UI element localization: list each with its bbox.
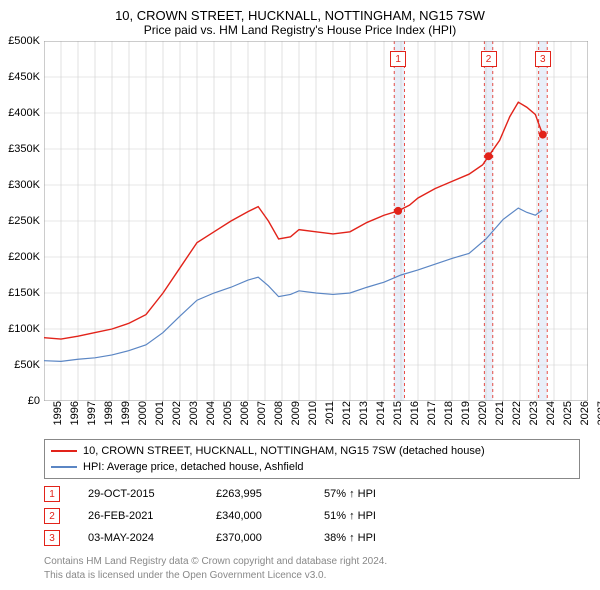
legend-swatch (51, 450, 77, 452)
x-tick-label: 2018 (439, 401, 455, 425)
sale-marker-2: 2 (481, 51, 497, 67)
sale-row: 2 26-FEB-2021 £340,000 51% ↑ HPI (44, 505, 580, 527)
chart-plot-area: £0£50K£100K£150K£200K£250K£300K£350K£400… (44, 41, 588, 401)
x-tick-label: 1996 (65, 401, 81, 425)
sale-delta: 57% ↑ HPI (324, 488, 376, 500)
sale-price: £263,995 (216, 488, 296, 500)
x-tick-label: 2027 (592, 401, 600, 425)
title-line-2: Price paid vs. HM Land Registry's House … (0, 23, 600, 41)
sale-marker-3: 3 (535, 51, 551, 67)
x-tick-label: 2015 (388, 401, 404, 425)
sale-row: 3 03-MAY-2024 £370,000 38% ↑ HPI (44, 527, 580, 549)
y-tick-label: £200K (8, 251, 44, 263)
title-line-1: 10, CROWN STREET, HUCKNALL, NOTTINGHAM, … (0, 0, 600, 23)
legend-label: HPI: Average price, detached house, Ashf… (83, 459, 304, 475)
x-tick-label: 2021 (490, 401, 506, 425)
x-tick-label: 2000 (133, 401, 149, 425)
legend: 10, CROWN STREET, HUCKNALL, NOTTINGHAM, … (44, 439, 580, 479)
x-tick-label: 1999 (116, 401, 132, 425)
chart-container: 10, CROWN STREET, HUCKNALL, NOTTINGHAM, … (0, 0, 600, 590)
sale-row: 1 29-OCT-2015 £263,995 57% ↑ HPI (44, 483, 580, 505)
y-tick-label: £300K (8, 179, 44, 191)
x-tick-label: 2012 (337, 401, 353, 425)
sale-number-box: 1 (44, 486, 60, 502)
y-tick-label: £350K (8, 143, 44, 155)
x-tick-label: 2009 (286, 401, 302, 425)
y-tick-label: £450K (8, 71, 44, 83)
credit-line-2: This data is licensed under the Open Gov… (44, 569, 580, 583)
chart-svg (44, 41, 588, 401)
sale-date: 03-MAY-2024 (88, 532, 188, 544)
y-tick-label: £150K (8, 287, 44, 299)
x-tick-label: 2017 (422, 401, 438, 425)
legend-row: HPI: Average price, detached house, Ashf… (51, 459, 573, 475)
x-tick-label: 2024 (541, 401, 557, 425)
x-tick-label: 2002 (167, 401, 183, 425)
y-tick-label: £500K (8, 35, 44, 47)
x-tick-label: 2005 (218, 401, 234, 425)
x-tick-label: 2016 (405, 401, 421, 425)
x-tick-label: 2023 (524, 401, 540, 425)
x-tick-label: 2006 (235, 401, 251, 425)
y-tick-label: £50K (14, 359, 44, 371)
x-tick-label: 2003 (184, 401, 200, 425)
y-tick-label: £0 (28, 395, 44, 407)
legend-label: 10, CROWN STREET, HUCKNALL, NOTTINGHAM, … (83, 443, 485, 459)
x-tick-label: 2007 (252, 401, 268, 425)
y-tick-label: £250K (8, 215, 44, 227)
x-tick-label: 2001 (150, 401, 166, 425)
legend-row: 10, CROWN STREET, HUCKNALL, NOTTINGHAM, … (51, 443, 573, 459)
y-tick-label: £400K (8, 107, 44, 119)
x-tick-label: 1997 (82, 401, 98, 425)
x-tick-label: 2020 (473, 401, 489, 425)
x-tick-label: 2011 (320, 401, 336, 425)
x-tick-label: 2022 (507, 401, 523, 425)
sale-price: £340,000 (216, 510, 296, 522)
x-tick-label: 2019 (456, 401, 472, 425)
x-tick-label: 1998 (99, 401, 115, 425)
credit-text: Contains HM Land Registry data © Crown c… (44, 555, 580, 582)
x-tick-label: 2026 (575, 401, 591, 425)
x-tick-label: 1995 (48, 401, 64, 425)
legend-swatch (51, 466, 77, 468)
x-tick-label: 2010 (303, 401, 319, 425)
sale-delta: 51% ↑ HPI (324, 510, 376, 522)
x-tick-label: 2014 (371, 401, 387, 425)
sale-delta: 38% ↑ HPI (324, 532, 376, 544)
sale-number-box: 2 (44, 508, 60, 524)
sale-date: 29-OCT-2015 (88, 488, 188, 500)
x-tick-label: 2013 (354, 401, 370, 425)
x-tick-label: 2008 (269, 401, 285, 425)
sale-date: 26-FEB-2021 (88, 510, 188, 522)
sale-marker-1: 1 (390, 51, 406, 67)
credit-line-1: Contains HM Land Registry data © Crown c… (44, 555, 580, 569)
sales-table: 1 29-OCT-2015 £263,995 57% ↑ HPI 2 26-FEB-202… (44, 483, 580, 549)
sale-price: £370,000 (216, 532, 296, 544)
x-tick-label: 2004 (201, 401, 217, 425)
sale-number-box: 3 (44, 530, 60, 546)
y-tick-label: £100K (8, 323, 44, 335)
x-tick-label: 2025 (558, 401, 574, 425)
